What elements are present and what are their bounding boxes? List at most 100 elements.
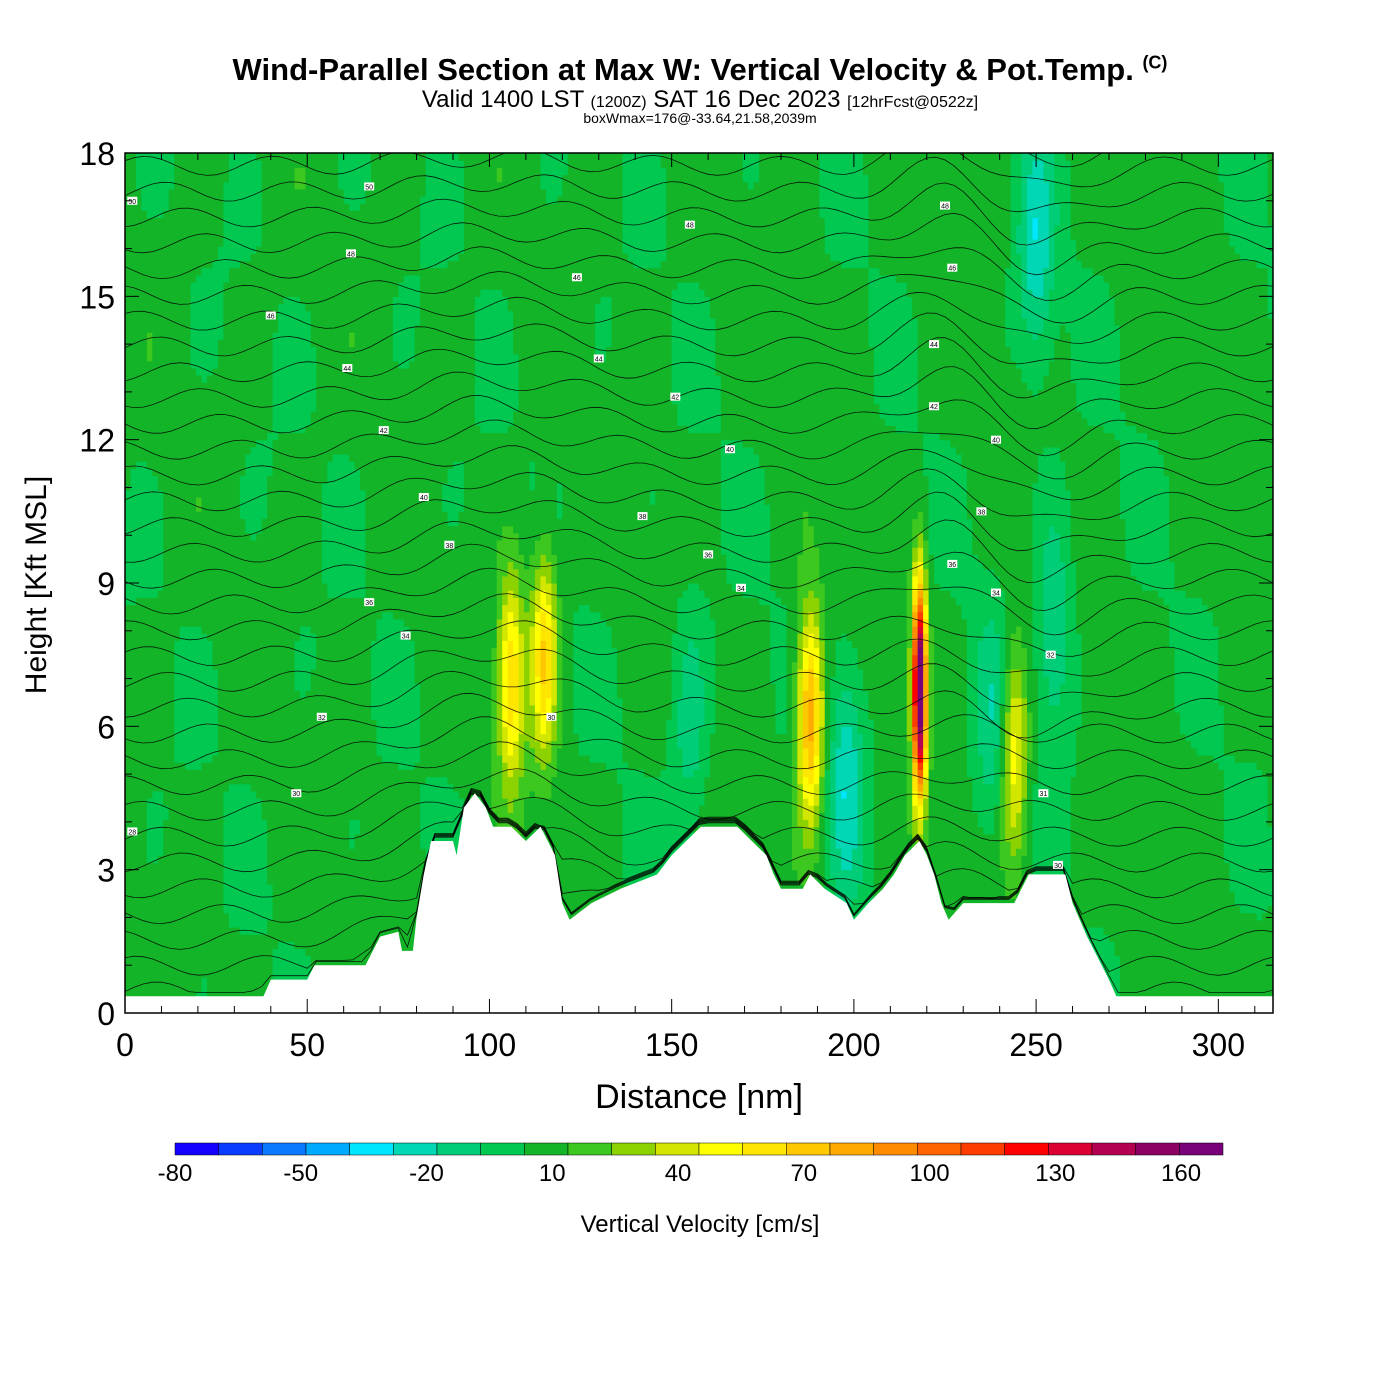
- colorbar-tick-label: 40: [665, 1160, 692, 1187]
- theta-label: 44: [593, 354, 604, 363]
- svg-text:38: 38: [978, 509, 986, 516]
- colorbar-swatch: [1135, 1142, 1180, 1156]
- terrain: [125, 793, 1273, 1013]
- copyright-mark: (C): [1142, 52, 1168, 73]
- svg-text:32: 32: [1047, 653, 1055, 660]
- svg-text:40: 40: [992, 438, 1000, 445]
- y-tick-label: 6: [97, 709, 115, 745]
- valid-date: SAT 16 Dec 2023: [653, 86, 841, 113]
- y-tick-label: 0: [97, 996, 115, 1032]
- colorbar-swatch: [829, 1142, 874, 1156]
- theta-label: 36: [947, 559, 958, 569]
- colorbar-swatch: [174, 1142, 219, 1156]
- colorbar-swatch: [1179, 1142, 1224, 1156]
- terrain-profile: [125, 793, 1273, 1013]
- theta-label: 40: [991, 435, 1002, 445]
- svg-text:32: 32: [318, 715, 326, 722]
- svg-text:34: 34: [402, 634, 410, 641]
- axes: Distance [nm] Height [Kft MSL] 0 50 100 150…: [20, 136, 1273, 1116]
- colorbar-swatch: [305, 1142, 350, 1156]
- svg-text:40: 40: [726, 447, 734, 454]
- theta-label: 50: [364, 182, 375, 191]
- x-tick-label: 200: [827, 1027, 880, 1063]
- colorbar-tick-label: -80: [158, 1160, 193, 1187]
- theta-label: 44: [342, 364, 353, 373]
- theta-label: 46: [947, 263, 958, 273]
- svg-text:42: 42: [930, 404, 938, 411]
- colorbar-swatch: [1004, 1142, 1049, 1156]
- svg-text:42: 42: [671, 395, 679, 402]
- colorbar-swatch: [960, 1142, 1005, 1156]
- colorbar-swatch: [698, 1142, 743, 1156]
- theta-label: 30: [546, 712, 557, 722]
- valid-time-line: Valid 1400 LST (1200Z) SAT 16 Dec 2023 […: [0, 86, 1400, 114]
- svg-text:46: 46: [573, 275, 581, 282]
- svg-text:44: 44: [595, 356, 603, 363]
- y-axis-label: Height [Kft MSL]: [20, 476, 53, 694]
- theta-label: 36: [703, 550, 714, 559]
- theta-label: 50: [127, 196, 138, 206]
- svg-text:48: 48: [347, 251, 355, 258]
- svg-text:36: 36: [365, 600, 373, 607]
- theta-label: 48: [684, 220, 695, 230]
- theta-labels: 50 50 48 46 44 42 40 38 36 34 32 30 28 46 48 44 42 40 38 36…: [127, 182, 1063, 870]
- colorbar-swatch: [611, 1142, 656, 1156]
- colorbar-swatch: [786, 1142, 831, 1156]
- y-tick-label: 12: [79, 423, 115, 459]
- svg-text:34: 34: [737, 586, 745, 593]
- colorbar-swatch: [1048, 1142, 1093, 1156]
- colorbar-tick-label: -50: [283, 1160, 318, 1187]
- theta-label: 42: [929, 402, 940, 411]
- theta-label: 40: [418, 493, 429, 502]
- colorbar-swatch: [218, 1142, 263, 1156]
- svg-text:46: 46: [267, 313, 275, 320]
- colorbar-tick-label: -20: [409, 1160, 444, 1187]
- x-axis-label: Distance [nm]: [595, 1078, 803, 1116]
- svg-text:36: 36: [948, 562, 956, 569]
- svg-text:38: 38: [639, 514, 647, 521]
- svg-text:38: 38: [445, 543, 453, 550]
- theta-label: 48: [940, 201, 950, 211]
- x-tick-label: 100: [463, 1027, 516, 1063]
- theta-label: 46: [265, 311, 276, 320]
- theta-label: 34: [735, 583, 746, 593]
- theta-label: 32: [316, 712, 327, 722]
- x-tick-label: 250: [1009, 1027, 1062, 1063]
- forecast-info: [12hrFcst@0522z]: [847, 94, 979, 111]
- chart-title: Wind-Parallel Section at Max W: Vertical…: [0, 52, 1400, 88]
- x-tick-label: 300: [1192, 1027, 1245, 1063]
- box-wmax-line: boxWmax=176@-33.64,21.58,2039m: [583, 110, 817, 126]
- colorbar-tick-label: 10: [539, 1160, 566, 1187]
- x-tick-label: 150: [645, 1027, 698, 1063]
- colorbar-swatch: [655, 1142, 700, 1156]
- y-tick-label: 3: [97, 853, 115, 889]
- theta-label: 30: [291, 789, 302, 798]
- colorbar-label: Vertical Velocity [cm/s]: [581, 1211, 820, 1238]
- svg-text:50: 50: [128, 199, 136, 206]
- theta-label: 30: [1052, 860, 1063, 870]
- colorbar-swatch: [1091, 1142, 1136, 1156]
- colorbar-tick-label: 70: [790, 1160, 817, 1187]
- theta-label: 31: [1038, 789, 1049, 798]
- colorbar: Vertical Velocity [cm/s] -80 -50 -20 10 40 70…: [158, 1142, 1224, 1238]
- svg-text:46: 46: [948, 266, 956, 273]
- valid-prefix: Valid 1400 LST: [421, 86, 584, 113]
- theta-label: 48: [345, 249, 356, 258]
- svg-text:31: 31: [1040, 791, 1048, 798]
- potential-temperature-contours: [125, 153, 1273, 993]
- theta-label: 34: [991, 588, 1002, 598]
- colorbar-tick-label: 100: [910, 1160, 950, 1187]
- svg-text:50: 50: [365, 184, 373, 191]
- theta-label: 46: [571, 273, 582, 282]
- svg-text:44: 44: [930, 342, 938, 349]
- colorbar-swatch: [480, 1142, 525, 1156]
- svg-text:36: 36: [704, 552, 712, 559]
- title-main: Wind-Parallel Section at Max W: Vertical…: [232, 52, 1134, 87]
- svg-text:48: 48: [941, 204, 949, 211]
- svg-text:40: 40: [420, 495, 428, 502]
- colorbar-swatch: [262, 1142, 307, 1156]
- colorbar-swatch: [742, 1142, 787, 1156]
- x-tick-label: 0: [116, 1027, 134, 1063]
- svg-text:42: 42: [380, 428, 388, 435]
